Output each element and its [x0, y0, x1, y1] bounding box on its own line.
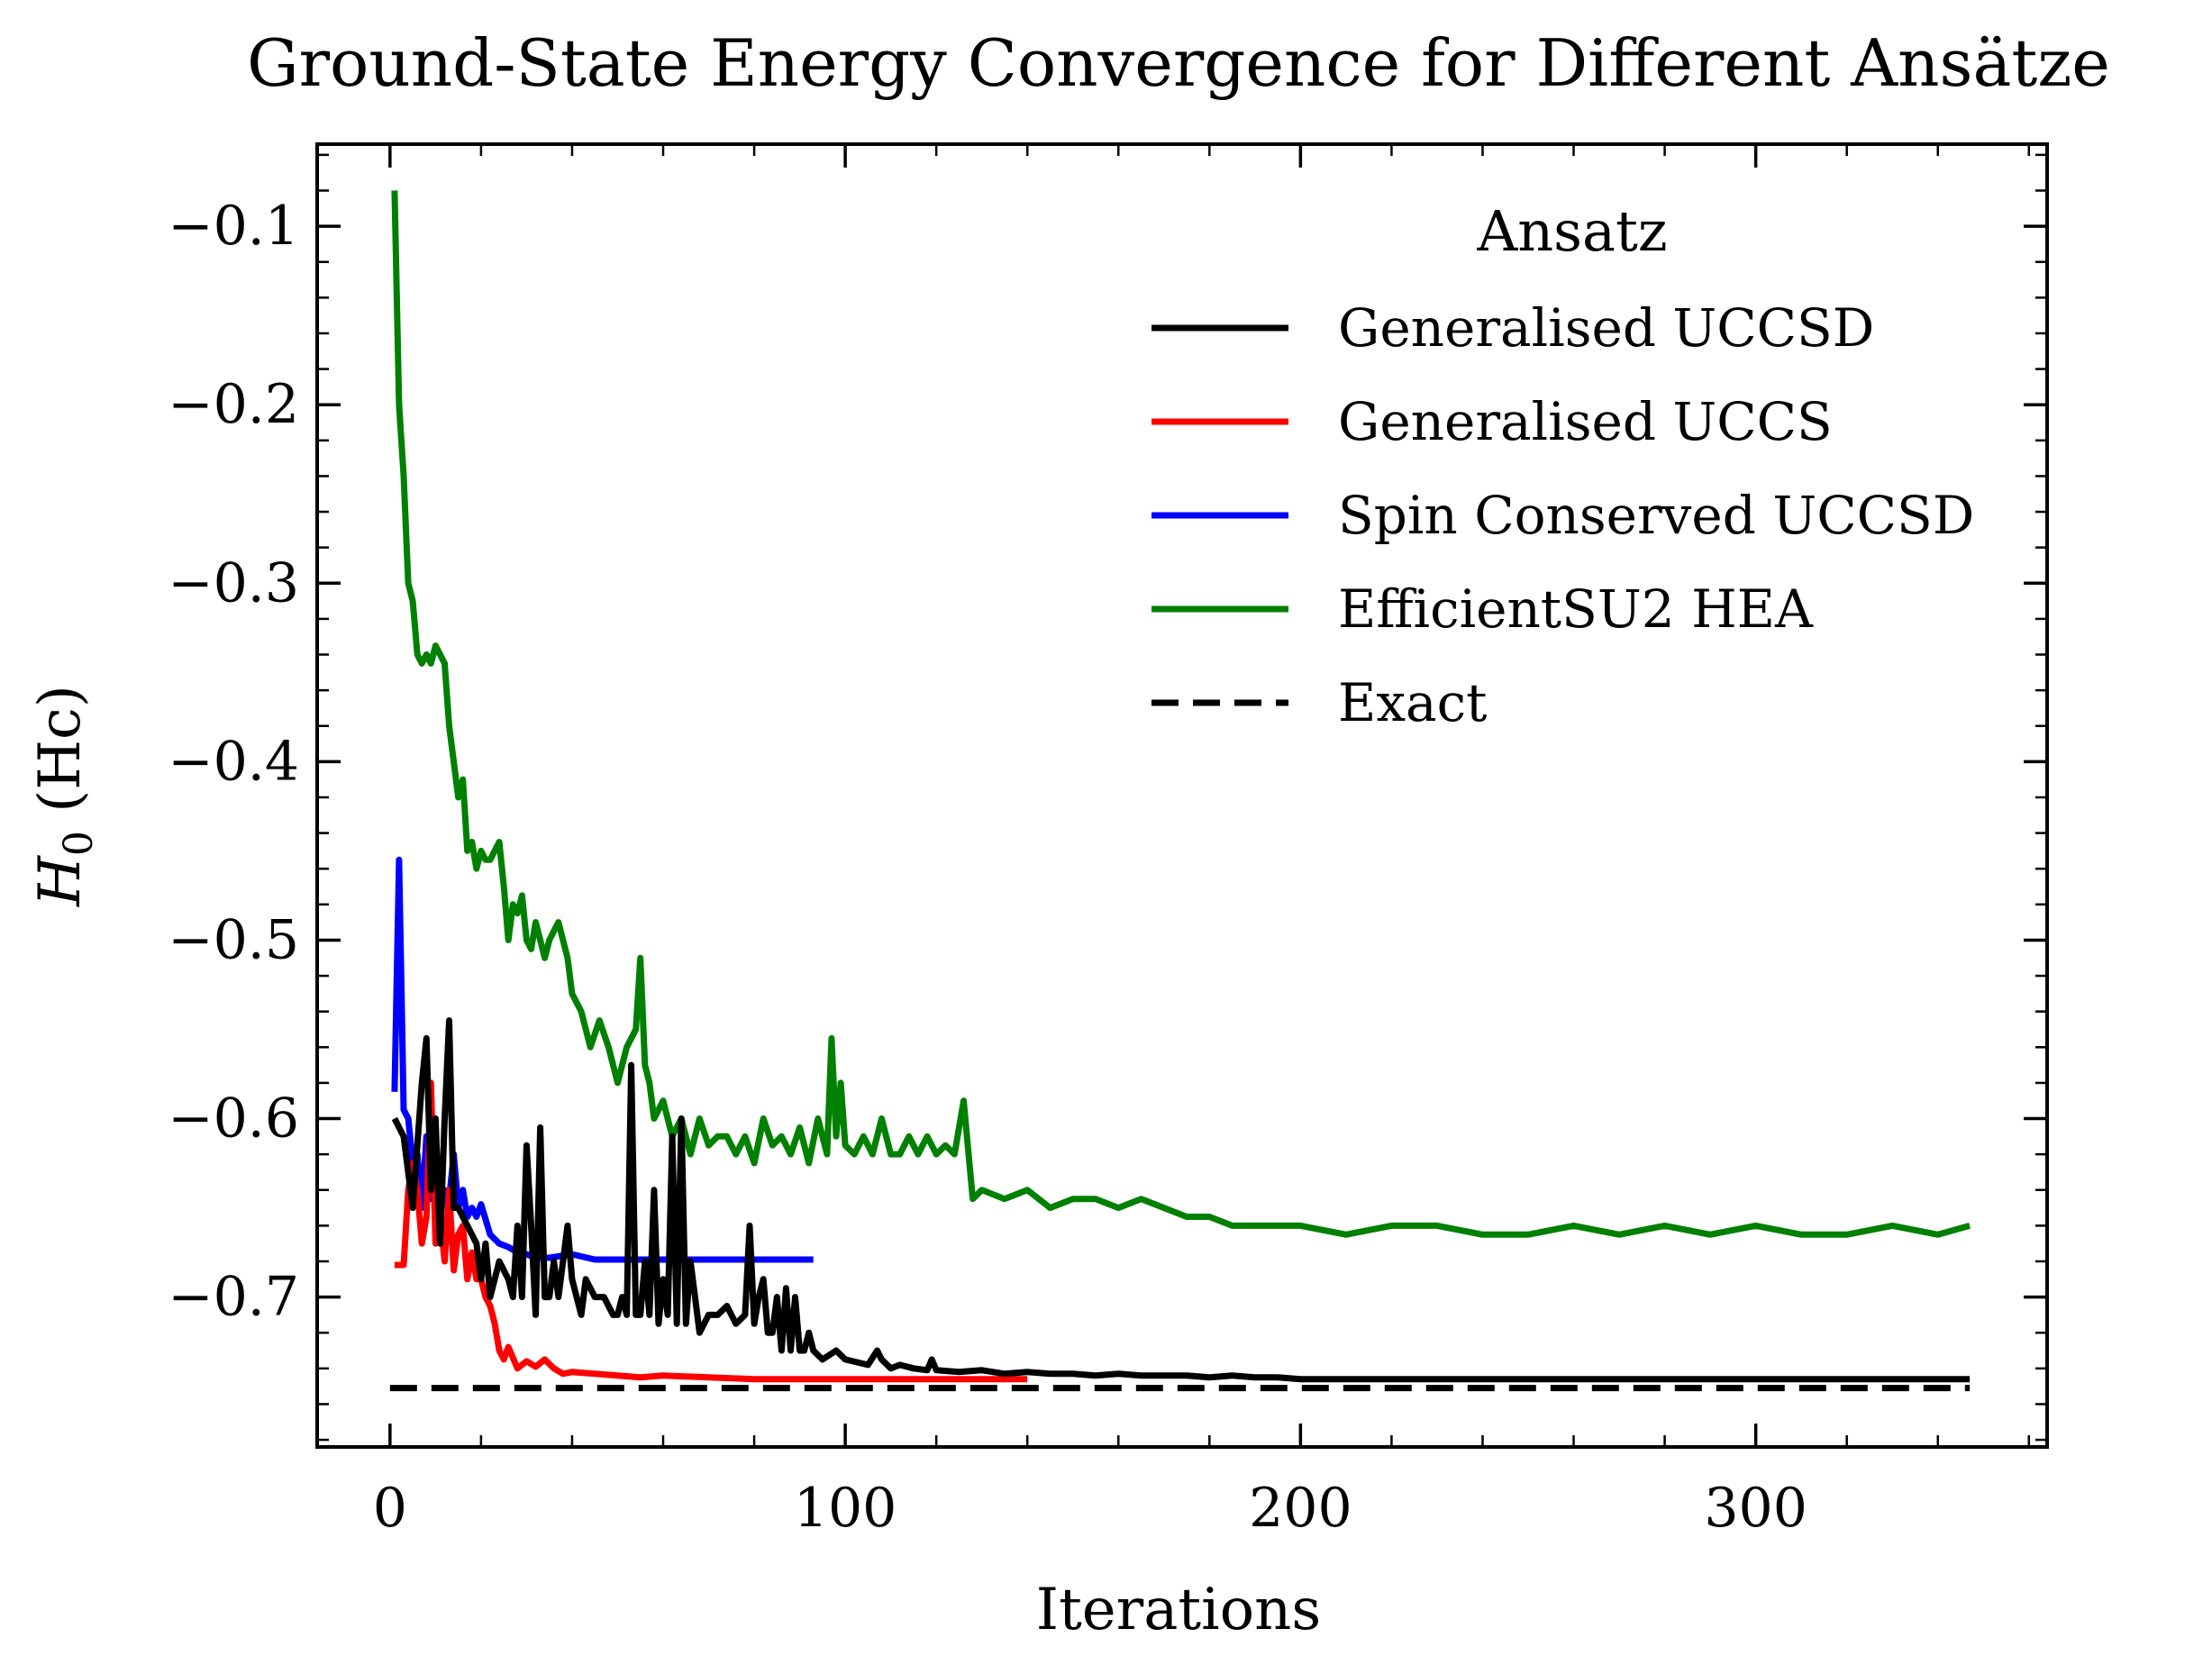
legend-label: Generalised UCCSD: [1338, 297, 1874, 359]
legend-label: EfficientSU2 HEA: [1338, 578, 1814, 640]
y-tick-label: −0.5: [168, 908, 299, 971]
legend-item: Generalised UCCSD: [1152, 297, 1874, 359]
plot-area: 0 100 200 300 −0.1 −0.2 −0.3 −0.4 −0.5 −0.6 −0.7: [168, 142, 2049, 1540]
series-layer: [389, 190, 1971, 1392]
chart-title: Ground-State Energy Convergence for Diff…: [247, 25, 2110, 101]
minor-ticks: [317, 144, 2047, 1447]
y-tick-label: −0.7: [168, 1266, 299, 1329]
series-line-generalised-uccsd: [391, 1017, 1971, 1383]
x-tick-label: 100: [794, 1477, 897, 1540]
y-tick-labels: −0.1 −0.2 −0.3 −0.4 −0.5 −0.6 −0.7: [168, 195, 299, 1328]
y-axis-label-subscript: 0: [56, 831, 102, 856]
y-axis-label-unit: (Hc): [27, 685, 94, 831]
x-tick-label: 300: [1704, 1477, 1807, 1540]
legend-item: EfficientSU2 HEA: [1152, 578, 1814, 640]
legend-label: Spin Conserved UCCSD: [1338, 485, 1974, 546]
x-tick-label: 200: [1249, 1477, 1352, 1540]
y-axis-label: H0 (Hc): [27, 685, 102, 907]
y-tick-label: −0.1: [168, 195, 299, 258]
legend-label: Exact: [1338, 672, 1487, 733]
y-axis-label-symbol: H: [27, 855, 94, 907]
x-tick-labels: 0 100 200 300: [373, 1477, 1807, 1540]
y-tick-label: −0.2: [168, 373, 299, 436]
legend-item: Spin Conserved UCCSD: [1152, 485, 1974, 546]
y-tick-label: −0.6: [168, 1087, 299, 1151]
y-tick-label: −0.3: [168, 551, 299, 614]
axes-frame: [315, 142, 2049, 1449]
x-tick-label: 0: [373, 1477, 407, 1540]
legend-title: Ansatz: [1476, 198, 1667, 264]
legend-label: Generalised UCCS: [1338, 391, 1833, 452]
legend-item: Generalised UCCS: [1152, 391, 1833, 452]
x-axis-label: Iterations: [1036, 1577, 1321, 1643]
y-tick-label: −0.4: [168, 730, 299, 793]
series-line-efficientsu2-hea: [391, 190, 1971, 1238]
major-ticks: [317, 144, 2047, 1447]
series-line-spin-conserved-uccsd: [391, 856, 814, 1263]
legend-item: Exact: [1152, 672, 1487, 733]
legend-items: Generalised UCCSD Generalised UCCS Spin Co…: [1152, 297, 1974, 733]
